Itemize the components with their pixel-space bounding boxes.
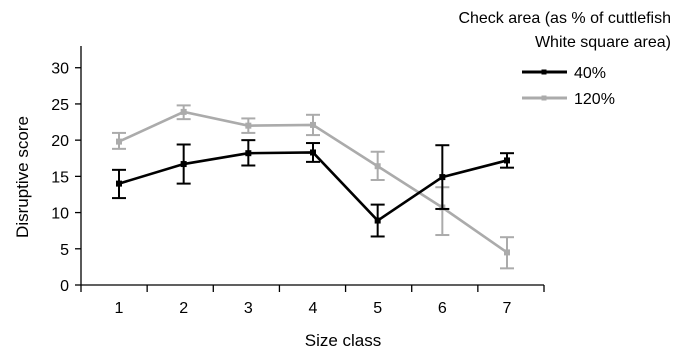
y-tick-label-15: 15 (51, 169, 69, 186)
x-tick-label-2: 2 (179, 300, 188, 317)
y-tick-label-30: 30 (51, 61, 69, 78)
data-point-40pct-7 (504, 157, 510, 164)
x-tick-label-6: 6 (438, 300, 447, 317)
data-point-120pct-3 (245, 122, 252, 129)
series-40pct (112, 139, 514, 238)
x-tick-label-1: 1 (115, 300, 124, 317)
x-tick-label-4: 4 (309, 300, 318, 317)
y-tick-label-20: 20 (51, 133, 69, 150)
y-axis-label: Disruptive score (13, 116, 32, 238)
legend-title-line-2: White square area) (535, 34, 671, 51)
series-layer (112, 104, 514, 270)
legend-marker-120 (541, 95, 547, 101)
y-tick-label-5: 5 (60, 242, 69, 259)
legend-marker-40 (541, 69, 547, 75)
legend-label-40: 40% (574, 65, 606, 82)
x-axis-label: Size class (305, 331, 382, 350)
y-tick-label-25: 25 (51, 97, 69, 114)
data-point-120pct-7 (504, 249, 510, 256)
axes: 0 5 10 15 20 25 30 1 2 3 4 5 6 7 (51, 46, 545, 317)
legend-label-120: 120% (574, 91, 615, 108)
data-point-40pct-6 (439, 174, 446, 181)
legend: Check area (as % of cuttlefish White squ… (458, 10, 671, 108)
data-point-40pct-5 (374, 217, 381, 224)
x-tick-label-5: 5 (373, 300, 382, 317)
series-120pct (112, 104, 514, 270)
y-tick-label-10: 10 (51, 206, 69, 223)
x-tick-label-7: 7 (503, 300, 512, 317)
x-tick-label-3: 3 (244, 300, 253, 317)
data-point-40pct-4 (310, 149, 316, 156)
data-point-40pct-3 (245, 150, 252, 157)
data-point-120pct-1 (116, 138, 122, 145)
data-point-40pct-2 (180, 161, 187, 168)
legend-title-line-1: Check area (as % of cuttlefish (458, 10, 671, 27)
y-tick-label-0: 0 (60, 278, 69, 295)
data-point-120pct-5 (374, 163, 381, 170)
data-point-120pct-4 (310, 121, 316, 128)
data-point-120pct-2 (180, 108, 187, 115)
data-point-40pct-1 (116, 180, 122, 187)
